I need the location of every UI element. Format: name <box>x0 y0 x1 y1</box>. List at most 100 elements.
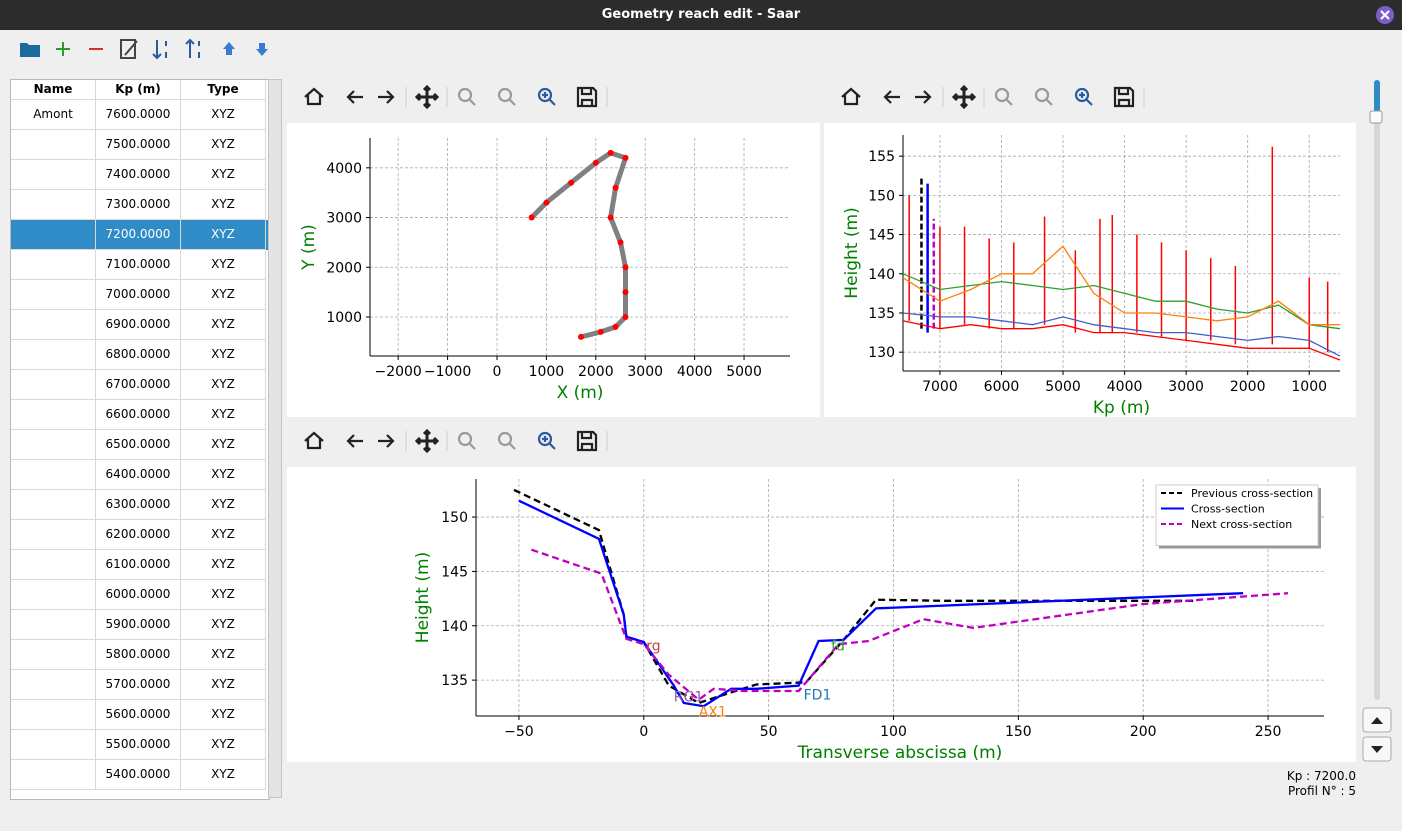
series-point <box>528 214 535 221</box>
cell-type: XYZ <box>181 700 266 730</box>
table-scrollbar[interactable] <box>268 79 282 798</box>
table-row[interactable]: 6000.0000 XYZ <box>11 580 269 610</box>
cell-type: XYZ <box>181 430 266 460</box>
table-row[interactable]: 6200.0000 XYZ <box>11 520 269 550</box>
nav-icon <box>576 86 598 108</box>
nav-icon <box>883 90 900 104</box>
legend-label: Next cross-section <box>1191 518 1292 531</box>
series-point <box>617 239 624 246</box>
series-point <box>612 323 619 330</box>
cell-kp: 5900.0000 <box>96 610 181 640</box>
cell-type: XYZ <box>181 310 266 340</box>
nav-icon <box>304 431 324 450</box>
table-row[interactable]: 5800.0000 XYZ <box>11 640 269 670</box>
table-row[interactable]: 5400.0000 XYZ <box>11 760 269 790</box>
cell-name <box>11 250 96 280</box>
table-row[interactable]: 6400.0000 XYZ <box>11 460 269 490</box>
table-row[interactable]: 6900.0000 XYZ <box>11 310 269 340</box>
annotation: AX1 <box>699 705 727 721</box>
cell-type: XYZ <box>181 610 266 640</box>
cell-kp: 6300.0000 <box>96 490 181 520</box>
table-row[interactable]: 6600.0000 XYZ <box>11 400 269 430</box>
nav-icon <box>378 90 395 104</box>
cell-type: XYZ <box>181 190 266 220</box>
cell-kp: 6900.0000 <box>96 310 181 340</box>
table-row[interactable]: 6700.0000 XYZ <box>11 370 269 400</box>
table-row[interactable]: 5500.0000 XYZ <box>11 730 269 760</box>
x-tick-label: 150 <box>1005 724 1032 740</box>
cell-kp: 6500.0000 <box>96 430 181 460</box>
x-tick-label: 5000 <box>726 364 762 380</box>
series-point <box>622 289 629 296</box>
series-line <box>518 499 1244 708</box>
cell-kp: 6200.0000 <box>96 520 181 550</box>
y-tick-label: 150 <box>868 188 895 204</box>
cell-kp: 6000.0000 <box>96 580 181 610</box>
cell-type: XYZ <box>181 100 266 130</box>
cell-type: XYZ <box>181 130 266 160</box>
legend-label: Previous cross-section <box>1191 487 1313 500</box>
cell-type: XYZ <box>181 250 266 280</box>
nav-icon <box>346 90 363 104</box>
cell-type: XYZ <box>181 400 266 430</box>
table-row[interactable]: 7200.0000 XYZ <box>11 220 269 250</box>
table-row[interactable]: 7300.0000 XYZ <box>11 190 269 220</box>
table-row[interactable]: 6800.0000 XYZ <box>11 340 269 370</box>
icon-shape <box>223 42 235 55</box>
x-tick-label: −1000 <box>424 364 471 380</box>
series-point <box>597 328 604 335</box>
cell-type: XYZ <box>181 220 266 250</box>
y-tick-label: 2000 <box>326 260 362 276</box>
slider-handle[interactable] <box>1369 110 1383 124</box>
table-row[interactable]: 6300.0000 XYZ <box>11 490 269 520</box>
table-row[interactable]: 7100.0000 XYZ <box>11 250 269 280</box>
table-row[interactable]: 5600.0000 XYZ <box>11 700 269 730</box>
cell-kp: 5800.0000 <box>96 640 181 670</box>
profile-panel <box>824 123 1356 417</box>
cell-name <box>11 430 96 460</box>
series-point <box>577 333 584 340</box>
nav-icon <box>414 428 440 454</box>
cell-type: XYZ <box>181 340 266 370</box>
table-row[interactable]: 6500.0000 XYZ <box>11 430 269 460</box>
icon-shape <box>256 43 268 56</box>
slider-fill <box>1374 80 1380 112</box>
y-tick-label: 145 <box>868 228 895 244</box>
table-row[interactable]: 5700.0000 XYZ <box>11 670 269 700</box>
cell-name <box>11 760 96 790</box>
nav-icon <box>537 431 556 450</box>
x-tick-label: 50 <box>760 724 778 740</box>
table-row[interactable]: 7500.0000 XYZ <box>11 130 269 160</box>
cell-name <box>11 220 96 250</box>
table-row[interactable]: 7400.0000 XYZ <box>11 160 269 190</box>
cell-name <box>11 580 96 610</box>
nav-icon <box>414 84 440 110</box>
series-point <box>607 149 614 156</box>
cell-type: XYZ <box>181 370 266 400</box>
table-row[interactable]: 6100.0000 XYZ <box>11 550 269 580</box>
sort-desc-button[interactable] <box>183 37 207 61</box>
y-tick-label: 135 <box>868 306 895 322</box>
cell-kp: 6600.0000 <box>96 400 181 430</box>
nav-icon <box>915 90 932 104</box>
table-row[interactable]: Amont 7600.0000 XYZ <box>11 100 269 130</box>
x-tick-label: 6000 <box>984 379 1020 395</box>
column-header: Kp (m) <box>96 80 181 100</box>
y-tick-label: 135 <box>441 673 468 689</box>
x-tick-label: 4000 <box>1107 379 1143 395</box>
series-point <box>622 264 629 271</box>
cell-type: XYZ <box>181 640 266 670</box>
table-row[interactable]: 5900.0000 XYZ <box>11 610 269 640</box>
cell-kp: 6400.0000 <box>96 460 181 490</box>
x-axis-label: Transverse abscissa (m) <box>797 743 1003 763</box>
annotation: rg <box>646 638 660 654</box>
sort-asc-button[interactable] <box>150 37 174 61</box>
nav-icon <box>1113 86 1135 108</box>
cell-kp: 6800.0000 <box>96 340 181 370</box>
x-tick-label: 200 <box>1130 724 1157 740</box>
series-line <box>902 320 1341 361</box>
icon-shape <box>56 42 70 56</box>
table-row[interactable]: 7000.0000 XYZ <box>11 280 269 310</box>
window-title: Geometry reach edit - Saar <box>0 0 1402 30</box>
series-line <box>513 488 1194 705</box>
